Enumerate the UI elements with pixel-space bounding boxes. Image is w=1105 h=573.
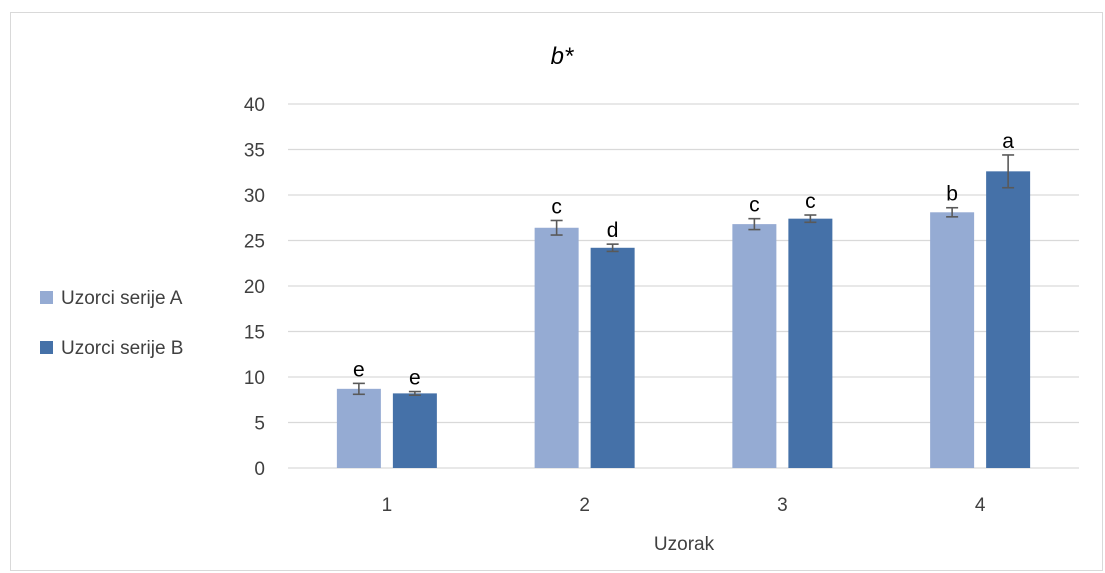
x-axis-title: Uzorak [654, 534, 715, 555]
significance-label: e [353, 358, 365, 381]
significance-label: e [409, 367, 421, 390]
y-tick-label: 5 [254, 414, 265, 435]
bar-a-3 [732, 224, 777, 468]
significance-label: c [805, 190, 816, 213]
bars: e e c d c c b a [336, 130, 1031, 468]
x-axis-ticks: 1 2 3 4 [382, 495, 986, 516]
y-tick-label: 15 [244, 323, 265, 344]
bar-b-4 [986, 171, 1031, 468]
chart-frame: b* 0 5 10 15 20 25 30 35 40 e e c d c c b a 1 2 3 4 Uzorak… [10, 12, 1103, 571]
significance-label: d [607, 219, 619, 242]
x-tick-label: 2 [579, 495, 590, 516]
legend-swatch [40, 341, 53, 354]
y-tick-label: 20 [244, 277, 265, 298]
bar-b-1 [392, 393, 437, 468]
significance-label: c [749, 194, 760, 217]
bar-a-1 [336, 388, 381, 468]
bar-b-3 [788, 218, 833, 468]
y-tick-label: 35 [244, 141, 265, 162]
bar-chart: b* 0 5 10 15 20 25 30 35 40 e e c d c c b a 1 2 3 4 Uzorak… [40, 43, 1079, 555]
legend: Uzorci serije A Uzorci serije B [40, 288, 183, 359]
legend-swatch [40, 291, 53, 304]
significance-label: b [946, 183, 958, 206]
legend-label: Uzorci serije A [61, 288, 183, 309]
x-tick-label: 3 [777, 495, 788, 516]
bar-a-2 [534, 227, 579, 468]
chart-title: b* [551, 43, 574, 70]
significance-label: c [551, 195, 562, 218]
x-tick-label: 4 [975, 495, 986, 516]
y-tick-label: 30 [244, 186, 265, 207]
significance-label: a [1002, 130, 1014, 153]
y-tick-label: 10 [244, 368, 265, 389]
y-tick-label: 0 [254, 459, 265, 480]
bar-a-4 [930, 212, 975, 468]
y-axis-ticks: 0 5 10 15 20 25 30 35 40 [244, 95, 265, 480]
bar-b-2 [590, 247, 635, 468]
y-tick-label: 40 [244, 95, 265, 116]
legend-label: Uzorci serije B [61, 338, 183, 359]
y-tick-label: 25 [244, 232, 265, 253]
x-tick-label: 1 [382, 495, 393, 516]
